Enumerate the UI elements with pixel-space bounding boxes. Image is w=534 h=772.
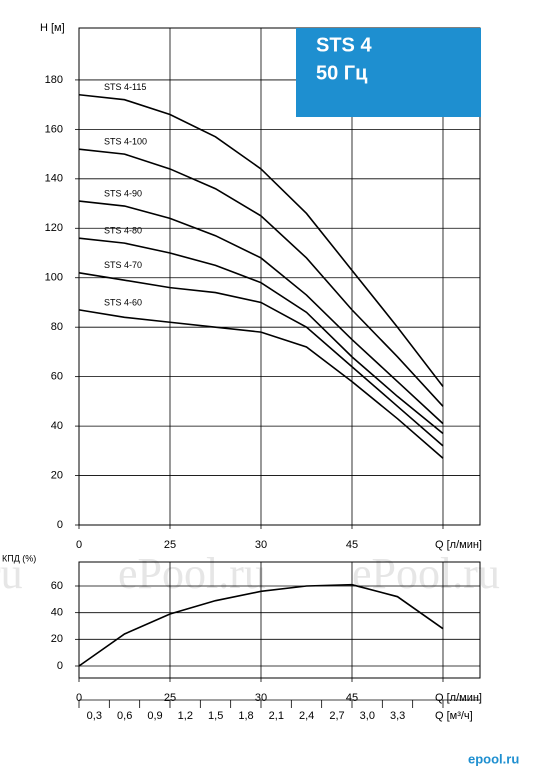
x-tick-label: 0 xyxy=(76,692,82,704)
watermark: ePool.ru xyxy=(352,549,500,598)
x2-tick-label: 3,0 xyxy=(360,710,375,722)
x2-tick-label: 2,1 xyxy=(269,710,284,722)
x-tick-label: 45 xyxy=(346,692,358,704)
watermark: ru xyxy=(0,549,23,598)
x2-tick-label: 2,4 xyxy=(299,710,314,722)
curve-label: STS 4-60 xyxy=(104,297,142,307)
curve xyxy=(78,200,444,425)
x2-tick-label: Q [м³/ч] xyxy=(435,710,473,722)
x-tick-label: 30 xyxy=(255,539,267,551)
curve-label: STS 4-100 xyxy=(104,137,147,147)
y-tick-label: 80 xyxy=(51,321,63,333)
curve xyxy=(78,272,444,447)
y-tick-label: 40 xyxy=(51,420,63,432)
y-tick-label: 20 xyxy=(51,633,63,645)
x-tick-label: Q [л/мин] xyxy=(435,539,482,551)
y-tick-label: 40 xyxy=(51,607,63,619)
x-tick-label: 0 xyxy=(76,539,82,551)
title-box: STS 4 50 Гц xyxy=(296,28,481,117)
curve xyxy=(78,309,444,459)
y-tick-label: 60 xyxy=(51,371,63,383)
x2-tick-label: 2,7 xyxy=(329,710,344,722)
x-tick-label: 25 xyxy=(164,692,176,704)
curve-label: STS 4-115 xyxy=(104,82,146,92)
x2-tick-label: 1,8 xyxy=(238,710,253,722)
x2-tick-label: 0,9 xyxy=(147,710,162,722)
y-tick-label: 100 xyxy=(45,272,63,284)
x-tick-label: 45 xyxy=(346,539,358,551)
curve xyxy=(78,583,444,667)
x2-tick-label: 1,5 xyxy=(208,710,223,722)
y-tick-label: 60 xyxy=(51,580,63,592)
curve-label: STS 4-90 xyxy=(104,188,142,198)
x2-tick-label: 3,3 xyxy=(390,710,405,722)
y-tick-label: 160 xyxy=(45,123,63,135)
chart-title: STS 4 xyxy=(316,34,372,56)
x-tick-label: 25 xyxy=(164,539,176,551)
curve xyxy=(78,237,444,435)
x2-tick-label: 0,3 xyxy=(87,710,102,722)
x2-tick-label: 0,6 xyxy=(117,710,132,722)
x-tick-label: Q [л/мин] xyxy=(435,692,482,704)
title-background xyxy=(296,28,481,117)
y-axis-label: КПД (%) xyxy=(2,553,36,563)
watermark: ePool.ru xyxy=(118,549,266,598)
y-tick-label: 20 xyxy=(51,469,63,481)
logo: epool.ru xyxy=(468,751,519,766)
curve-label: STS 4-70 xyxy=(104,260,142,270)
y-tick-label: 0 xyxy=(57,519,63,531)
curve-label: STS 4-80 xyxy=(104,226,142,236)
chart-subtitle: 50 Гц xyxy=(316,62,368,84)
curve xyxy=(78,148,444,407)
y-tick-label: 140 xyxy=(45,173,63,185)
y-tick-label: 0 xyxy=(57,660,63,672)
y-axis-label: H [м] xyxy=(40,22,65,34)
x-tick-label: 30 xyxy=(255,692,267,704)
x2-tick-label: 1,2 xyxy=(178,710,193,722)
curve xyxy=(78,93,444,388)
y-tick-label: 120 xyxy=(45,222,63,234)
y-tick-label: 180 xyxy=(45,74,63,86)
